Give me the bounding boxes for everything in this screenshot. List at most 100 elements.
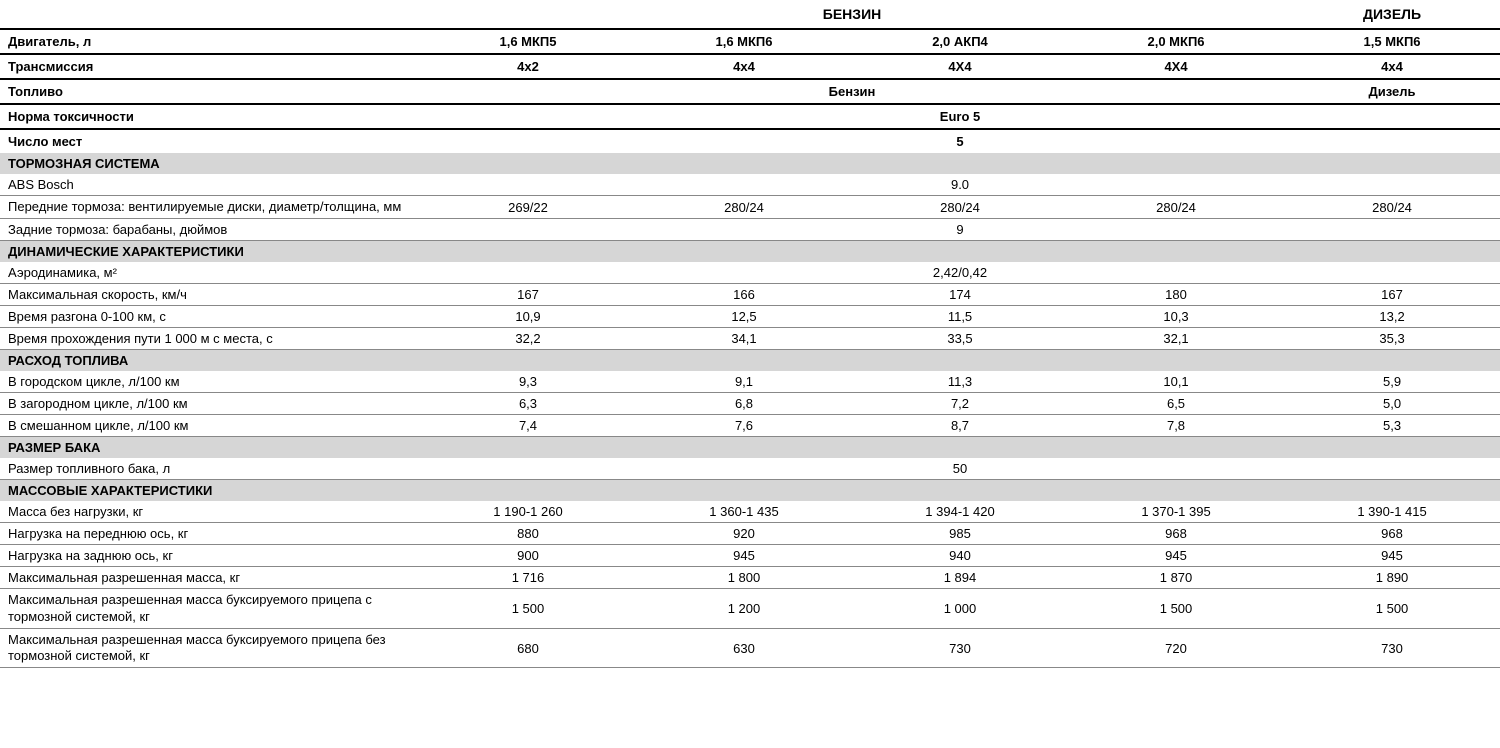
row-value: 720 xyxy=(1068,628,1284,668)
sections-body: ТОРМОЗНАЯ СИСТЕМАABS Bosch9.0Передние то… xyxy=(0,153,1500,668)
row-value: 34,1 xyxy=(636,328,852,350)
row-label: ABS Bosch xyxy=(0,174,420,196)
seats-label: Число мест xyxy=(0,129,420,153)
row-value: 32,1 xyxy=(1068,328,1284,350)
transmission-val-2: 4X4 xyxy=(852,54,1068,79)
row-value: 33,5 xyxy=(852,328,1068,350)
row-value: 1 000 xyxy=(852,589,1068,629)
engine-val-1: 1,6 МКП6 xyxy=(636,29,852,54)
section-title: РАСХОД ТОПЛИВА xyxy=(0,350,1500,372)
engine-val-0: 1,6 МКП5 xyxy=(420,29,636,54)
row-value: 12,5 xyxy=(636,306,852,328)
row-value: 1 870 xyxy=(1068,567,1284,589)
row-value: 280/24 xyxy=(1068,196,1284,219)
table-row: Максимальная разрешенная масса буксируем… xyxy=(0,589,1500,629)
row-value: 880 xyxy=(420,523,636,545)
table-row: Нагрузка на переднюю ось, кг880920985968… xyxy=(0,523,1500,545)
row-value: 630 xyxy=(636,628,852,668)
row-label: Задние тормоза: барабаны, дюймов xyxy=(0,219,420,241)
seats-val: 5 xyxy=(420,129,1500,153)
section-title: ТОРМОЗНАЯ СИСТЕМА xyxy=(0,153,1500,174)
row-value: 1 394-1 420 xyxy=(852,501,1068,523)
row-value: 1 390-1 415 xyxy=(1284,501,1500,523)
row-value: 6,3 xyxy=(420,393,636,415)
emission-val: Euro 5 xyxy=(420,104,1500,129)
row-merged-value: 50 xyxy=(420,458,1500,480)
section-header: РАЗМЕР БАКА xyxy=(0,437,1500,459)
row-label: Масса без нагрузки, кг xyxy=(0,501,420,523)
table-row: Максимальная разрешенная масса буксируем… xyxy=(0,628,1500,668)
row-value: 7,4 xyxy=(420,415,636,437)
seats-row: Число мест 5 xyxy=(0,129,1500,153)
transmission-val-1: 4x4 xyxy=(636,54,852,79)
section-title: ДИНАМИЧЕСКИЕ ХАРАКТЕРИСТИКИ xyxy=(0,241,1500,263)
row-value: 269/22 xyxy=(420,196,636,219)
row-merged-value: 2,42/0,42 xyxy=(420,262,1500,284)
table-row: Нагрузка на заднюю ось, кг90094594094594… xyxy=(0,545,1500,567)
row-value: 5,0 xyxy=(1284,393,1500,415)
row-value: 968 xyxy=(1068,523,1284,545)
row-label: Нагрузка на переднюю ось, кг xyxy=(0,523,420,545)
row-value: 7,8 xyxy=(1068,415,1284,437)
table-row: Размер топливного бака, л50 xyxy=(0,458,1500,480)
transmission-label: Трансмиссия xyxy=(0,54,420,79)
row-value: 1 360-1 435 xyxy=(636,501,852,523)
row-value: 10,3 xyxy=(1068,306,1284,328)
diesel-header: ДИЗЕЛЬ xyxy=(1284,0,1500,29)
transmission-val-4: 4x4 xyxy=(1284,54,1500,79)
row-value: 280/24 xyxy=(852,196,1068,219)
row-value: 945 xyxy=(1284,545,1500,567)
section-header: МАССОВЫЕ ХАРАКТЕРИСТИКИ xyxy=(0,480,1500,502)
row-value: 35,3 xyxy=(1284,328,1500,350)
engine-val-3: 2,0 МКП6 xyxy=(1068,29,1284,54)
row-value: 9,3 xyxy=(420,371,636,393)
row-label: В смешанном цикле, л/100 км xyxy=(0,415,420,437)
row-label: Аэродинамика, м² xyxy=(0,262,420,284)
row-value: 11,5 xyxy=(852,306,1068,328)
row-merged-value: 9 xyxy=(420,219,1500,241)
row-value: 1 500 xyxy=(1068,589,1284,629)
fuel-label: Топливо xyxy=(0,79,420,104)
fuel-type-header-row: БЕНЗИН ДИЗЕЛЬ xyxy=(0,0,1500,29)
row-value: 7,6 xyxy=(636,415,852,437)
transmission-row: Трансмиссия 4x2 4x4 4X4 4X4 4x4 xyxy=(0,54,1500,79)
row-value: 1 370-1 395 xyxy=(1068,501,1284,523)
row-value: 1 190-1 260 xyxy=(420,501,636,523)
fuel-row: Топливо Бензин Дизель xyxy=(0,79,1500,104)
row-label: Передние тормоза: вентилируемые диски, д… xyxy=(0,196,420,219)
empty-cell xyxy=(0,0,420,29)
row-value: 180 xyxy=(1068,284,1284,306)
row-value: 1 200 xyxy=(636,589,852,629)
table-row: Максимальная скорость, км/ч1671661741801… xyxy=(0,284,1500,306)
row-value: 1 500 xyxy=(420,589,636,629)
fuel-petrol-val: Бензин xyxy=(420,79,1284,104)
table-row: Передние тормоза: вентилируемые диски, д… xyxy=(0,196,1500,219)
row-value: 167 xyxy=(1284,284,1500,306)
table-row: Максимальная разрешенная масса, кг1 7161… xyxy=(0,567,1500,589)
fuel-diesel-val: Дизель xyxy=(1284,79,1500,104)
row-label: В загородном цикле, л/100 км xyxy=(0,393,420,415)
row-label: Время разгона 0-100 км, с xyxy=(0,306,420,328)
transmission-val-3: 4X4 xyxy=(1068,54,1284,79)
row-value: 10,1 xyxy=(1068,371,1284,393)
row-value: 680 xyxy=(420,628,636,668)
engine-label: Двигатель, л xyxy=(0,29,420,54)
row-value: 8,7 xyxy=(852,415,1068,437)
table-row: Масса без нагрузки, кг1 190-1 2601 360-1… xyxy=(0,501,1500,523)
section-header: ТОРМОЗНАЯ СИСТЕМА xyxy=(0,153,1500,174)
row-value: 280/24 xyxy=(636,196,852,219)
row-value: 730 xyxy=(1284,628,1500,668)
row-value: 166 xyxy=(636,284,852,306)
table-row: Задние тормоза: барабаны, дюймов9 xyxy=(0,219,1500,241)
row-value: 968 xyxy=(1284,523,1500,545)
row-value: 985 xyxy=(852,523,1068,545)
row-value: 32,2 xyxy=(420,328,636,350)
petrol-header: БЕНЗИН xyxy=(420,0,1284,29)
emission-row: Норма токсичности Euro 5 xyxy=(0,104,1500,129)
row-label: В городском цикле, л/100 км xyxy=(0,371,420,393)
engine-val-4: 1,5 МКП6 xyxy=(1284,29,1500,54)
row-merged-value: 9.0 xyxy=(420,174,1500,196)
engine-val-2: 2,0 АКП4 xyxy=(852,29,1068,54)
row-label: Время прохождения пути 1 000 м с места, … xyxy=(0,328,420,350)
row-value: 1 800 xyxy=(636,567,852,589)
